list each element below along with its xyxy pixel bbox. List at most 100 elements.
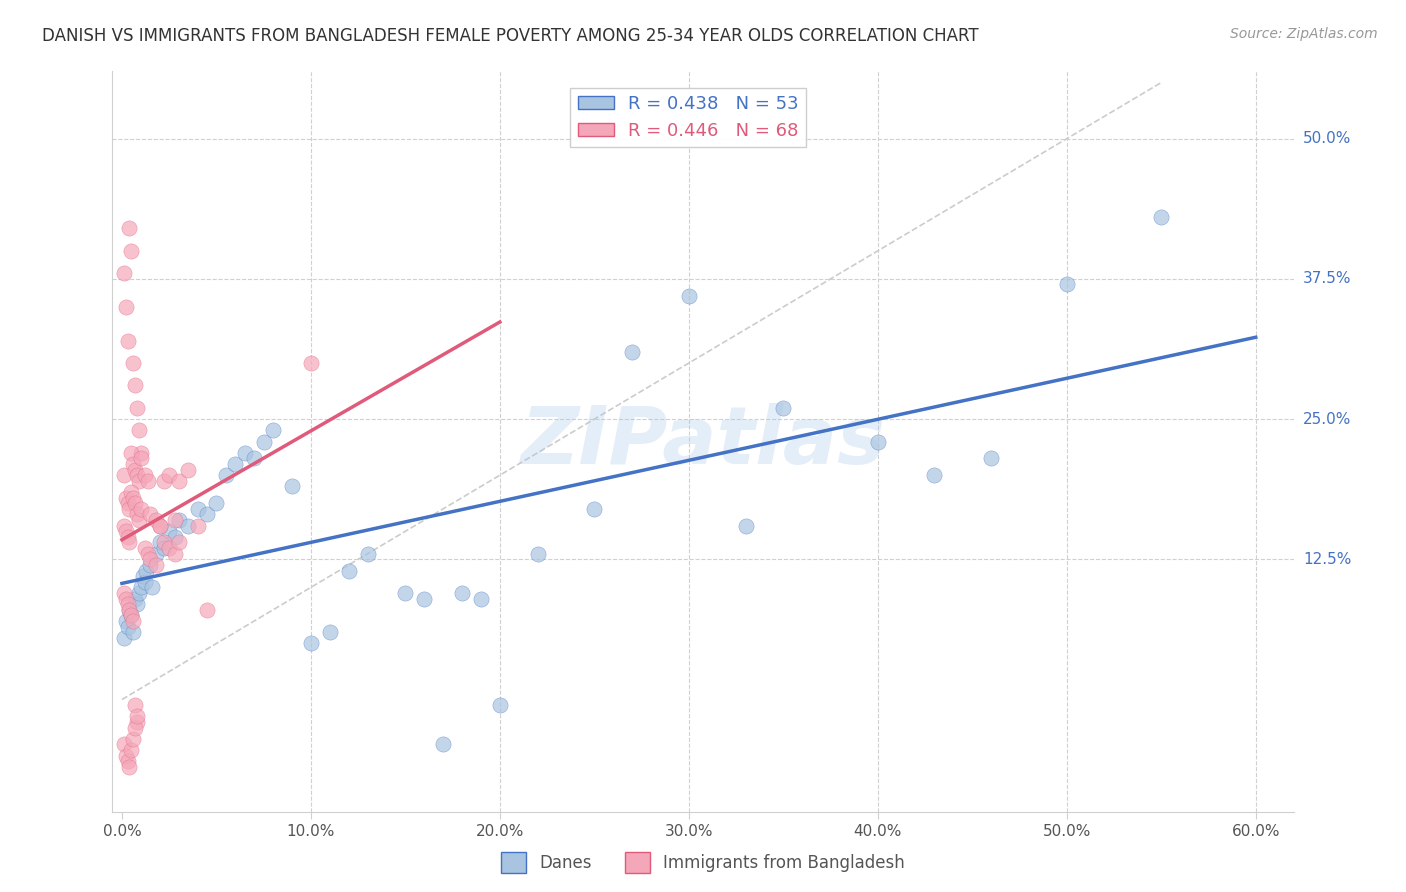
Point <box>980 451 1002 466</box>
Point <box>122 356 145 370</box>
Point <box>118 603 141 617</box>
Point <box>489 698 512 713</box>
Point <box>120 608 142 623</box>
Point <box>866 434 889 449</box>
Point <box>139 558 162 572</box>
Point <box>583 501 606 516</box>
Point <box>205 496 228 510</box>
Point <box>167 474 190 488</box>
Point <box>124 721 146 735</box>
Point <box>118 221 141 235</box>
Point <box>132 569 155 583</box>
Point <box>195 508 218 522</box>
Point <box>394 586 416 600</box>
Text: ZIPatlas: ZIPatlas <box>520 402 886 481</box>
Point <box>114 591 136 606</box>
Point <box>122 614 145 628</box>
Point <box>149 518 172 533</box>
Point <box>772 401 794 415</box>
Point <box>112 266 135 280</box>
Point <box>138 547 160 561</box>
Legend: R = 0.438   N = 53, R = 0.446   N = 68: R = 0.438 N = 53, R = 0.446 N = 68 <box>571 87 806 147</box>
Point <box>186 501 208 516</box>
Point <box>128 586 150 600</box>
Point <box>337 564 360 578</box>
Point <box>117 597 139 611</box>
Point <box>122 625 145 640</box>
Point <box>118 603 141 617</box>
Point <box>129 451 152 466</box>
Point <box>157 468 180 483</box>
Point <box>120 485 142 500</box>
Point <box>163 547 186 561</box>
Point <box>129 501 152 516</box>
Point <box>145 558 167 572</box>
Point <box>124 462 146 476</box>
Point <box>195 603 218 617</box>
Point <box>526 547 548 561</box>
Text: 12.5%: 12.5% <box>1303 552 1351 566</box>
Point <box>125 401 148 415</box>
Point <box>122 731 145 746</box>
Point <box>319 625 342 640</box>
Point <box>114 614 136 628</box>
Point <box>125 709 148 723</box>
Point <box>125 597 148 611</box>
Point <box>125 508 148 522</box>
Point <box>112 518 135 533</box>
Point <box>432 738 454 752</box>
Point <box>124 496 146 510</box>
Point <box>112 586 135 600</box>
Point <box>120 446 142 460</box>
Point <box>120 244 142 258</box>
Point <box>141 580 163 594</box>
Point <box>129 446 152 460</box>
Point <box>215 468 238 483</box>
Point <box>1150 210 1173 224</box>
Point <box>157 524 180 539</box>
Point <box>177 462 200 476</box>
Point <box>167 535 190 549</box>
Point <box>124 698 146 713</box>
Point <box>470 591 492 606</box>
Point <box>163 513 186 527</box>
Point <box>262 423 284 437</box>
Point <box>149 535 172 549</box>
Point <box>124 591 146 606</box>
Point <box>134 541 156 555</box>
Point <box>112 468 135 483</box>
Point <box>139 508 162 522</box>
Point <box>122 491 145 505</box>
Point <box>114 491 136 505</box>
Point <box>924 468 946 483</box>
Point <box>114 524 136 539</box>
Text: 25.0%: 25.0% <box>1303 411 1351 426</box>
Point <box>122 457 145 471</box>
Point <box>299 356 322 370</box>
Point <box>125 468 148 483</box>
Text: 37.5%: 37.5% <box>1303 271 1351 286</box>
Point <box>734 518 756 533</box>
Point <box>117 496 139 510</box>
Point <box>145 547 167 561</box>
Point <box>152 535 174 549</box>
Text: 50.0%: 50.0% <box>1303 131 1351 146</box>
Point <box>678 289 700 303</box>
Point <box>139 552 162 566</box>
Point <box>152 541 174 555</box>
Point <box>117 530 139 544</box>
Point <box>621 344 644 359</box>
Point <box>356 547 378 561</box>
Point <box>118 501 141 516</box>
Text: Source: ZipAtlas.com: Source: ZipAtlas.com <box>1230 27 1378 41</box>
Point <box>233 446 256 460</box>
Point <box>118 535 141 549</box>
Point <box>149 518 172 533</box>
Point <box>118 760 141 774</box>
Point <box>117 754 139 768</box>
Point <box>114 300 136 314</box>
Point <box>177 518 200 533</box>
Point <box>128 423 150 437</box>
Point <box>117 619 139 633</box>
Point <box>163 530 186 544</box>
